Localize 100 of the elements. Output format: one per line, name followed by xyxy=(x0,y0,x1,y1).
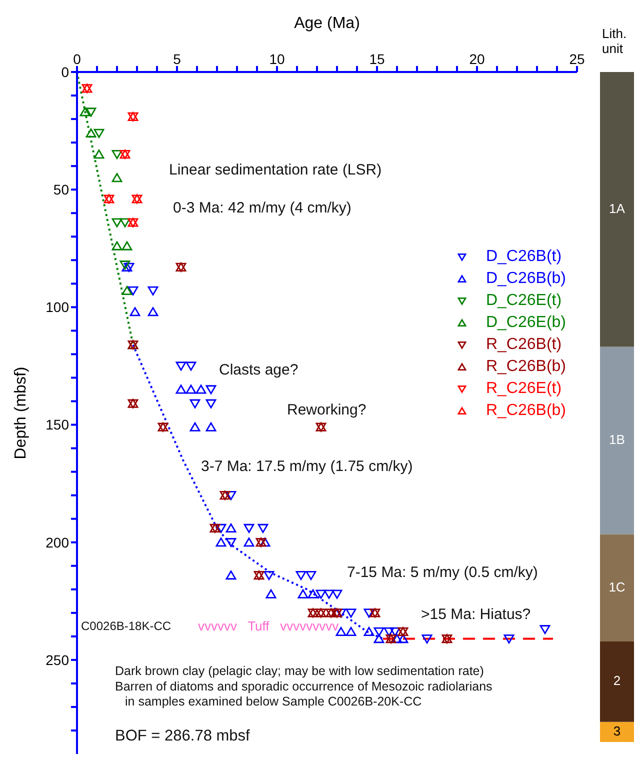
x-tick-label: 5 xyxy=(173,51,182,67)
legend-label: R_C26B(b) xyxy=(486,402,566,420)
point xyxy=(374,627,384,636)
annotation: in samples examined below Sample C0026B-20K-CC xyxy=(125,694,422,709)
legend-label: R_C26E(t) xyxy=(486,380,562,398)
point xyxy=(258,524,268,533)
legend-label: D_C26B(b) xyxy=(486,270,566,288)
point xyxy=(226,538,236,548)
y-tick-label: 100 xyxy=(46,299,70,316)
point xyxy=(112,241,122,250)
annotation: Clasts age? xyxy=(219,362,298,379)
point xyxy=(244,524,254,533)
bar xyxy=(600,534,634,642)
point xyxy=(186,362,196,371)
annotation: 7-15 Ma: 5 m/my (0.5 cm/ky) xyxy=(347,564,538,581)
bar xyxy=(600,346,634,534)
point xyxy=(316,590,326,599)
legend-label: D_C26E(t) xyxy=(486,292,562,310)
point xyxy=(244,538,254,547)
point xyxy=(216,538,226,547)
annotation: BOF = 286.78 mbsf xyxy=(115,727,251,744)
annotation: 0-3 Ma: 42 m/my (4 cm/ky) xyxy=(173,199,352,216)
point xyxy=(206,385,216,394)
x-tick-label: 0 xyxy=(73,51,82,67)
point xyxy=(374,634,384,644)
series-label: 2 xyxy=(613,673,621,688)
point xyxy=(364,608,374,618)
y-tick-label: 50 xyxy=(53,182,70,198)
legend-label: R_C26B(b) xyxy=(486,358,566,376)
annotation: vvvvvv Tuff vvvvvvvvv xyxy=(198,618,340,634)
point xyxy=(130,307,140,316)
point xyxy=(266,589,276,598)
annotation: Linear sedimentation rate (LSR) xyxy=(169,162,382,179)
bar xyxy=(600,722,634,742)
y-tick-label: 250 xyxy=(46,652,70,668)
point xyxy=(324,590,334,599)
point xyxy=(120,260,130,270)
point xyxy=(308,589,318,598)
point xyxy=(226,523,236,533)
point xyxy=(296,570,306,580)
annotation: Reworking? xyxy=(287,402,366,419)
point xyxy=(124,262,134,272)
point xyxy=(264,570,274,580)
legend-label: D_C26E(b) xyxy=(486,314,566,332)
point xyxy=(260,538,270,547)
y-tick-label: 200 xyxy=(46,534,70,550)
point xyxy=(112,218,122,228)
point xyxy=(148,307,158,316)
point xyxy=(86,128,96,138)
point xyxy=(298,589,308,598)
series-label: 1A xyxy=(609,200,626,216)
point xyxy=(306,570,316,580)
annotation: Dark brown clay (pelagic clay; may be with low sedimentation rate) xyxy=(115,664,484,678)
point xyxy=(86,108,96,117)
point xyxy=(332,590,342,599)
point xyxy=(422,634,432,644)
point xyxy=(120,218,130,228)
y-axis-title: Depth (mbsf) xyxy=(12,366,30,460)
point xyxy=(504,634,514,644)
point xyxy=(112,150,122,160)
point xyxy=(364,626,374,636)
annotation: C0026B-18K-CC xyxy=(81,619,172,634)
point xyxy=(148,286,158,296)
point xyxy=(112,173,122,182)
point xyxy=(540,625,550,634)
point xyxy=(176,362,186,371)
x-tick-label: 25 xyxy=(569,51,585,67)
y-tick-label: 150 xyxy=(46,416,70,433)
point xyxy=(398,634,408,644)
point xyxy=(390,627,400,636)
legend-label: D_C26B(t) xyxy=(486,248,562,266)
series-label: 3 xyxy=(613,723,621,738)
series-label: 1C xyxy=(608,579,626,594)
point xyxy=(226,491,236,500)
point xyxy=(392,634,402,644)
point xyxy=(216,524,226,533)
chart-title: Lith. unit xyxy=(602,26,627,56)
point xyxy=(186,384,196,394)
point xyxy=(94,150,104,159)
y-tick-label: 0 xyxy=(61,64,70,80)
point xyxy=(384,627,394,636)
x-tick-label: 10 xyxy=(269,51,285,67)
point xyxy=(122,286,132,296)
bar xyxy=(600,72,634,347)
x-tick-label: 15 xyxy=(369,51,385,67)
x-tick-label: 20 xyxy=(469,51,485,67)
point xyxy=(94,128,104,138)
point xyxy=(206,422,216,432)
annotation: 3-7 Ma: 17.5 m/my (1.75 cm/ky) xyxy=(201,458,413,476)
point xyxy=(346,608,356,618)
point xyxy=(226,570,236,580)
point xyxy=(80,107,90,116)
annotation: Barren of diatoms and sporadic occurrence of Mesozoic radiolarians xyxy=(115,679,492,694)
series-label: 1B xyxy=(609,432,625,447)
point xyxy=(190,422,200,432)
point xyxy=(346,626,356,636)
point xyxy=(206,399,216,408)
point xyxy=(128,286,138,296)
annotation: >15 Ma: Hiatus? xyxy=(421,606,531,624)
legend-label: R_C26B(t) xyxy=(486,336,562,354)
